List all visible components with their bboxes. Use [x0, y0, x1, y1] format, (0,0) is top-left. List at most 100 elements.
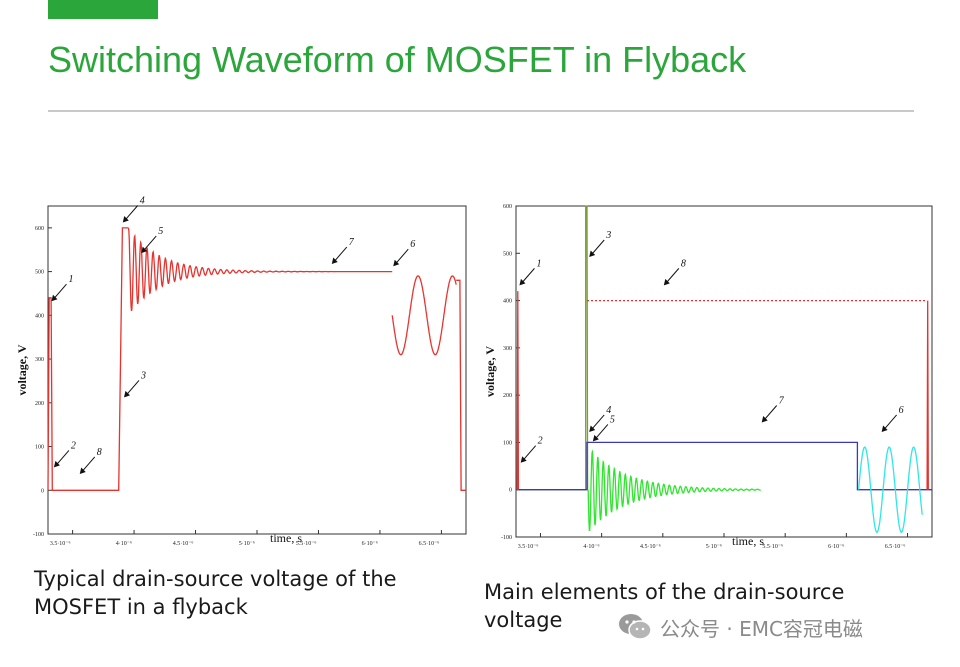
chart1-series-plateau — [516, 441, 932, 491]
chart1-annotation-arrow-head — [663, 278, 670, 286]
chart0-x-tick-label: 6·10⁻⁶ — [362, 541, 378, 547]
chart0-x-axis-label: time, s — [270, 531, 302, 545]
chart0-annotation-label: 7 — [349, 237, 355, 248]
chart1-annotation-arrow-head — [520, 456, 527, 463]
chart1-x-tick-label: 6.5·10⁻⁶ — [885, 544, 906, 550]
chart-typical-vds: -100 0 100 200 300 400 500 600 3.5·10⁻⁶ 4·10⁻⁶ 4.5… — [15, 170, 480, 555]
chart1-annotation-arrow-head — [589, 250, 596, 258]
chart1-series-resonance — [857, 446, 923, 533]
watermark-text: 公众号 · EMC容冠电磁 — [660, 616, 863, 641]
chart1-annotation-arrow-line — [590, 239, 605, 256]
chart0-x-tick-label: 6.5·10⁻⁶ — [419, 541, 440, 547]
chart0-annotation-4: 4 — [122, 195, 145, 223]
chart1-annotation-label: 3 — [605, 230, 611, 241]
chart0-annotation-label: 2 — [71, 440, 76, 451]
chart1-annotation-arrow-line — [883, 414, 897, 431]
caption-vds-elements: Main elements of the drain-source voltag… — [484, 580, 845, 632]
watermark: 公众号 · EMC容冠电磁 — [618, 612, 863, 642]
chart0-y-tick-label: 500 — [35, 270, 44, 276]
chart0-annotation-7: 7 — [331, 237, 355, 265]
chart1-series-spike — [516, 205, 589, 491]
chart0-x-tick-label: 4.5·10⁻⁶ — [173, 541, 194, 547]
chart0-y-tick-label: 0 — [41, 488, 44, 494]
chart0-y-axis-label: voltage, V — [15, 344, 29, 395]
chart0-annotation-arrow-head — [122, 215, 129, 223]
chart0-annotation-2: 2 — [53, 440, 76, 468]
chart1-annotation-label: 5 — [610, 414, 615, 425]
chart1-annotation-3: 3 — [589, 230, 611, 258]
chart1-y-tick-label: 300 — [503, 346, 512, 352]
chart1-annotation-arrow-head — [592, 434, 599, 442]
chart0-y-tick-label: 100 — [35, 445, 44, 451]
chart1-x-tick-label: 4·10⁻⁶ — [583, 544, 599, 550]
chart0-annotation-arrow-head — [53, 460, 60, 468]
chart0-annotation-arrow-line — [124, 205, 139, 221]
chart0-annotation-5: 5 — [141, 226, 163, 254]
chart0-annotation-arrow-head — [51, 294, 58, 302]
chart1-x-tick-label: 5.5·10⁻⁶ — [762, 544, 783, 550]
chart1-annotation-1: 1 — [519, 258, 541, 286]
chart1-y-axis-label: voltage, V — [483, 346, 497, 397]
chart0-annotation-label: 4 — [140, 195, 145, 206]
title-accent-bar — [48, 0, 158, 19]
chart0-annotation-1: 1 — [51, 274, 73, 302]
chart1-x-tick-label: 6·10⁻⁶ — [828, 544, 844, 550]
chart1-annotation-8: 8 — [663, 258, 686, 286]
chart1-series-leakage-edges — [516, 291, 929, 490]
chart1-x-axis-label: time, s — [732, 534, 764, 548]
chart0-x-tick-label: 4·10⁻⁶ — [116, 541, 132, 547]
chart1-annotation-label: 7 — [779, 396, 785, 407]
chart1-annotation-arrow-line — [521, 268, 535, 284]
chart0-y-tick-label: 200 — [35, 401, 44, 407]
chart1-x-tick-label: 3.5·10⁻⁶ — [518, 544, 539, 550]
chart-vds-elements: -100 0 100 200 300 400 500 600 3.5·10⁻⁶ 4·10⁻⁶ 4.5… — [483, 190, 944, 560]
chart1-annotation-4: 4 — [589, 405, 611, 432]
chart0-annotation-arrow-line — [142, 235, 157, 252]
chart1-annotation-7: 7 — [761, 396, 785, 423]
chart1-annotation-arrow-line — [594, 424, 609, 440]
chart1-y-tick-label: 600 — [503, 204, 512, 210]
chart1-annotation-2: 2 — [520, 436, 543, 463]
chart0-y-tick-label: 300 — [35, 357, 44, 363]
slide-title: Switching Waveform of MOSFET in Flyback — [48, 39, 747, 80]
title-divider — [48, 110, 914, 112]
chart0-annotation-arrow-head — [141, 246, 148, 254]
chart1-annotation-label: 6 — [899, 405, 904, 416]
chart1-series-ringing — [587, 449, 761, 531]
chart1-plot-frame — [515, 205, 933, 538]
chart0-x-tick-label: 5·10⁻⁶ — [239, 541, 255, 547]
chart0-annotation-label: 8 — [97, 447, 102, 458]
chart1-y-tick-label: -100 — [501, 535, 512, 541]
chart0-y-tick-label: 600 — [35, 226, 44, 232]
chart0-annotation-arrow-line — [55, 450, 70, 466]
chart0-x-tick-label: 5.5·10⁻⁶ — [296, 541, 317, 547]
chart0-y-tick-label: -100 — [33, 532, 44, 538]
chart0-annotation-arrow-line — [333, 246, 348, 263]
chart0-annotation-label: 5 — [158, 226, 163, 237]
chart1-annotation-arrow-head — [881, 425, 888, 432]
chart0-annotation-arrow-line — [394, 248, 409, 265]
chart0-y-tick-label: 400 — [35, 313, 44, 319]
chart-vds-elements-plot: -100 0 100 200 300 400 500 600 3.5·10⁻⁶ 4·10⁻⁶ 4.5… — [483, 204, 933, 550]
chart1-annotation-arrow-head — [761, 416, 768, 423]
chart0-annotation-label: 3 — [140, 370, 146, 381]
chart1-y-tick-label: 500 — [503, 251, 512, 257]
chart1-annotation-label: 1 — [536, 258, 541, 269]
chart0-annotation-6: 6 — [393, 239, 415, 267]
chart0-annotation-3: 3 — [123, 370, 146, 398]
chart1-y-tick-label: 400 — [503, 299, 512, 305]
chart1-annotation-label: 4 — [606, 405, 611, 416]
chart1-annotation-5: 5 — [592, 414, 615, 442]
chart1-annotation-label: 8 — [681, 258, 686, 269]
chart1-annotation-arrow-line — [522, 445, 537, 462]
chart1-annotation-6: 6 — [881, 405, 904, 432]
chart1-x-tick-label: 4.5·10⁻⁶ — [640, 544, 661, 550]
chart0-annotation-arrow-head — [393, 259, 400, 267]
chart1-annotation-arrow-line — [590, 414, 605, 431]
chart0-annotation-label: 6 — [410, 239, 415, 250]
chart1-annotation-arrow-head — [589, 425, 596, 432]
chart1-annotation-arrow-line — [665, 268, 680, 284]
chart0-annotation-arrow-line — [81, 456, 96, 473]
chart1-annotation-arrow-head — [519, 278, 526, 286]
chart1-y-tick-label: 0 — [509, 488, 512, 494]
